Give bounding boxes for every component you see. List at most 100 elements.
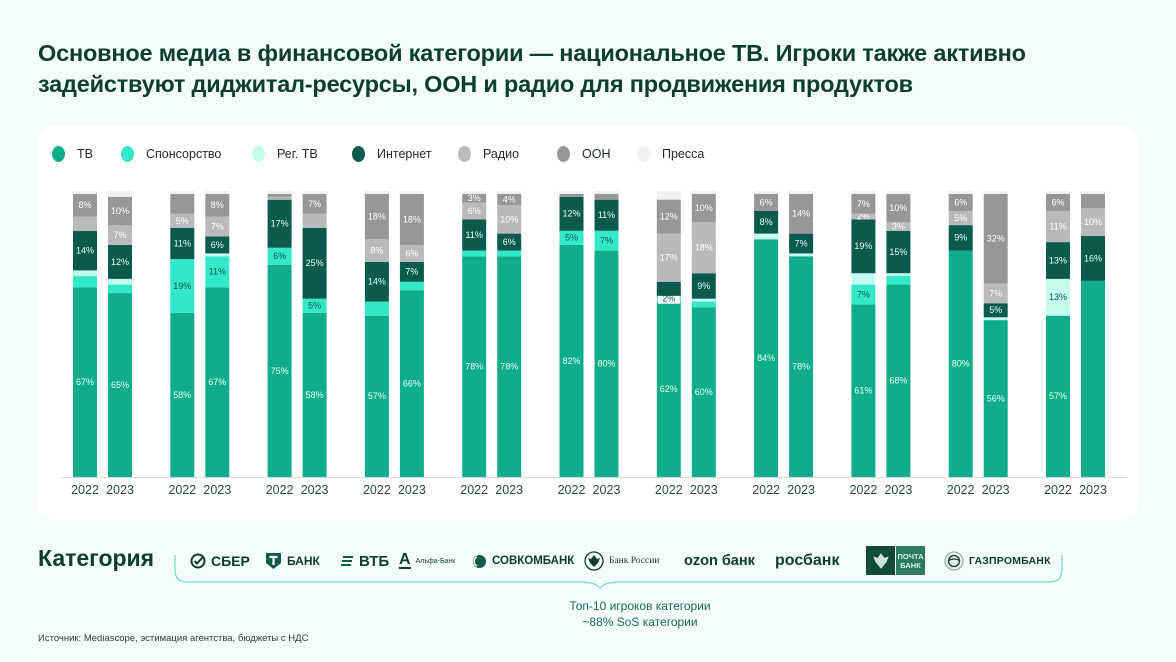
data-label: 18% (403, 214, 421, 224)
bar-segment-ooh (364, 194, 389, 240)
category-title: Категория (38, 545, 155, 571)
logo-rosbank: росбанк (775, 550, 839, 572)
bar-segment-internet (851, 219, 876, 274)
bar-segment-tv (851, 304, 876, 477)
bar-segment-radio (399, 244, 424, 262)
bar-segment-internet (1081, 236, 1105, 281)
bar-segment-radio (302, 213, 327, 228)
data-label: 3% (468, 193, 481, 203)
bar-segment-reg-tv (983, 317, 1008, 321)
bar-segment-radio (1081, 208, 1105, 237)
legend-item-sponsorship: Спонсорство (121, 146, 221, 162)
bar-segment-sponsorship (73, 276, 97, 288)
legend-item-tv: ТВ (52, 146, 93, 162)
bar-segment-tv (1046, 315, 1070, 477)
bar-segment-internet (73, 230, 97, 271)
bar-segment-tv (559, 244, 584, 477)
data-label: 25% (306, 258, 324, 268)
bar-segment-internet (108, 244, 132, 279)
bar-segment-sponsorship (170, 259, 195, 313)
data-label: 17% (660, 253, 678, 263)
bar-segment-ooh (1046, 194, 1070, 211)
data-label: 6% (405, 248, 418, 258)
bar-segment-sponsorship (205, 256, 230, 288)
legend-label: Пресса (662, 147, 705, 161)
bar-segment-sponsorship (364, 301, 389, 316)
legend-swatch (352, 146, 365, 162)
bar-segment-ooh (267, 194, 292, 197)
bar-segment-ooh (399, 194, 424, 245)
bar-segment-internet (754, 210, 779, 234)
data-label: 78% (500, 362, 518, 372)
bar-segment-internet (789, 233, 814, 254)
bar-segment-internet (691, 273, 716, 299)
data-label: 60% (695, 387, 713, 397)
data-label: 4% (503, 195, 516, 205)
bar-segment-press (559, 191, 584, 194)
eagle-icon (866, 546, 895, 575)
data-label: 10% (500, 214, 518, 224)
bar-segment-tv (108, 293, 132, 477)
data-label: 11% (598, 210, 615, 220)
bar-segment-sponsorship (399, 281, 424, 291)
bar-segment-press (462, 191, 487, 194)
data-label: 14% (792, 209, 810, 219)
x-tick-label: 2022 (460, 483, 488, 497)
x-tick-label: 2023 (1079, 483, 1107, 497)
legend-label: Рег. ТВ (277, 147, 318, 161)
data-label: 7% (113, 230, 126, 240)
legend-swatch (557, 146, 570, 162)
bar-segment-radio (170, 213, 195, 228)
data-label: 32% (987, 234, 1005, 244)
note-line-2: ~88% SoS категории (582, 615, 698, 629)
bar-segment-internet (983, 303, 1008, 318)
bar-segment-internet (302, 227, 327, 299)
legend-label: ООН (582, 147, 611, 161)
bar-segment-ooh (754, 194, 779, 211)
x-tick-label: 2022 (849, 483, 877, 497)
logo-tbank: БАНК (265, 550, 320, 572)
x-tick-label: 2022 (363, 483, 391, 497)
bar-segment-internet (594, 199, 619, 231)
bar-segment-press (1081, 191, 1105, 194)
bar-segment-press (267, 191, 292, 194)
bar-segment-radio (364, 239, 389, 262)
bar-segment-tv (754, 239, 779, 477)
data-label: 78% (792, 362, 810, 372)
data-label: 15% (889, 247, 907, 257)
bar-segment-tv (497, 256, 522, 477)
logo-label: БАНК (287, 554, 320, 568)
data-label: 11% (466, 230, 483, 240)
data-label: 5% (989, 305, 1002, 315)
legend-item-press: Пресса (637, 146, 704, 162)
bar-segment-press (789, 191, 814, 194)
data-label: 10% (695, 203, 713, 213)
data-label: 8% (370, 245, 383, 255)
bar-segment-ooh (789, 194, 814, 234)
bar-segment-internet (205, 236, 230, 254)
bar-segment-internet (364, 261, 389, 302)
bar-segment-ooh (886, 194, 911, 223)
sovcom-icon (472, 554, 487, 569)
bar-segment-tv (656, 301, 681, 477)
data-label: 5% (176, 216, 189, 226)
x-tick-label: 2022 (752, 483, 780, 497)
x-tick-label: 2023 (982, 483, 1010, 497)
data-label: 56% (987, 393, 1005, 403)
data-label: 9% (954, 233, 967, 243)
legend-item-internet: Интернет (352, 146, 432, 162)
x-tick-label: 2023 (203, 483, 231, 497)
data-label: 10% (1084, 217, 1102, 227)
x-tick-label: 2023 (884, 483, 912, 497)
legend-label: Интернет (377, 147, 432, 161)
data-label-background (657, 293, 680, 304)
bar-segment-press (886, 191, 911, 194)
logo-label: ПОЧТА БАНК (896, 546, 925, 575)
data-label: 7% (989, 288, 1002, 298)
data-label: 2% (662, 294, 675, 304)
bar-segment-press (656, 194, 681, 200)
logo-label: ГАЗПРОМБАНК (969, 555, 1051, 567)
legend-swatch (52, 146, 65, 162)
x-tick-label: 2023 (398, 483, 426, 497)
bar-segment-ooh (559, 194, 584, 197)
